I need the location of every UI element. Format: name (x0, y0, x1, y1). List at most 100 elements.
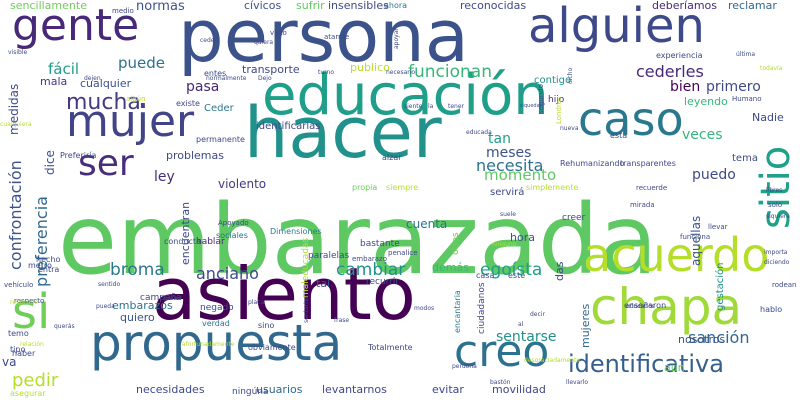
word-cloud-word: funciona (680, 233, 711, 241)
word-cloud-word: necesario (386, 69, 416, 76)
word-cloud-word: obviamente (248, 343, 296, 352)
word-cloud-word: egoísta (480, 260, 543, 280)
word-cloud-word: identificarlas (256, 121, 321, 132)
word-cloud-word: segundo (537, 84, 545, 114)
word-cloud-word: pueda (96, 303, 115, 310)
word-cloud-word: tal (316, 277, 331, 290)
word-cloud-word: usuarios (256, 383, 303, 396)
word-cloud-word: campaña (140, 293, 182, 303)
word-cloud-word: confrontación (6, 160, 25, 270)
word-cloud-word: pasa (186, 79, 220, 95)
word-cloud-word: paralelas (308, 251, 350, 261)
word-cloud-word: rodean (772, 281, 797, 289)
word-cloud-word: siquedan (520, 103, 543, 109)
word-cloud-word: anciano (196, 264, 259, 283)
word-cloud-word: cambiar (336, 260, 406, 280)
word-cloud-word: levantarnos (322, 383, 387, 396)
word-cloud-word: mujeres (579, 303, 592, 348)
word-cloud-word: la (428, 103, 434, 110)
word-cloud-word: otros (451, 232, 461, 255)
word-cloud-word: entes (204, 69, 227, 78)
word-cloud-word: hablo (760, 305, 783, 314)
word-cloud-word: bastón (490, 379, 511, 386)
word-cloud-word: temo (8, 329, 29, 338)
word-cloud-word: vehículo (4, 281, 34, 289)
word-cloud-word: Humano (732, 95, 762, 103)
word-cloud-word: sociales (216, 231, 248, 240)
word-cloud-word: solo (768, 201, 783, 209)
word-cloud-word: quiera (254, 39, 274, 46)
word-cloud-word: querás (54, 323, 75, 330)
word-cloud-word: frase (334, 317, 350, 324)
word-cloud-word: bastante (360, 239, 400, 249)
word-cloud-word: recuerde (636, 184, 668, 192)
word-cloud-word: embarazo (352, 255, 387, 263)
word-cloud-word: puede (118, 54, 166, 72)
word-cloud-word: cede (200, 37, 215, 44)
word-cloud-word: poner (164, 295, 182, 302)
word-cloud-word: embarazos (112, 299, 173, 312)
word-cloud-word: cualquier (80, 77, 132, 90)
word-cloud-word: sino (258, 321, 275, 330)
word-cloud-word: suele (500, 211, 516, 218)
word-cloud-word: propuesta (90, 314, 343, 372)
word-cloud-word: insensibles (328, 0, 389, 12)
word-cloud-word: siquiera (766, 213, 790, 220)
word-cloud-word: pedir (12, 370, 59, 391)
word-cloud-word: esta (610, 131, 628, 140)
word-cloud-word: decir (530, 311, 545, 318)
word-cloud-word: funcionan (408, 62, 492, 82)
word-cloud-word: visto (270, 29, 287, 37)
word-cloud-word: cuenta (406, 217, 448, 231)
word-cloud-word: ser (78, 143, 134, 184)
word-cloud-word: caso (578, 92, 684, 146)
word-cloud-word: chapa (590, 278, 743, 336)
word-cloud-word: hablar (196, 237, 225, 247)
word-cloud-word: recurrir (366, 277, 400, 287)
word-cloud-word: metro (28, 261, 52, 270)
word-cloud-word: acuerdo (583, 228, 770, 282)
word-cloud-word: publico (350, 61, 390, 74)
word-cloud-word: Dejo (258, 75, 272, 82)
word-cloud-word: broma (110, 260, 165, 280)
word-cloud-word: experiencia (656, 51, 703, 60)
word-cloud-word: ciudadanos (477, 282, 487, 334)
word-cloud-word: dejen (84, 75, 101, 82)
word-cloud-word: Preferiría (60, 151, 97, 160)
word-cloud-word: tener (448, 103, 465, 110)
word-cloud-word: asiento (152, 252, 416, 336)
word-cloud-word: problemas (166, 149, 224, 162)
word-cloud-word: Nadie (752, 111, 784, 124)
word-cloud-word: hijo (548, 95, 565, 105)
word-cloud-word: tan (488, 131, 511, 147)
word-cloud-word: visible (8, 49, 28, 56)
word-cloud-word: dicho (567, 67, 574, 84)
word-cloud-word: Ceder (204, 103, 234, 114)
word-cloud-word: leyendo (684, 95, 728, 108)
word-cloud-word: gente (12, 0, 140, 51)
word-cloud-word: violento (218, 177, 267, 191)
word-cloud-word: persona (178, 0, 469, 78)
word-cloud-word: modos (414, 305, 435, 312)
word-cloud-word: siempre (386, 183, 419, 192)
word-cloud-word: entra (38, 265, 60, 274)
word-cloud-word: veces (682, 127, 723, 143)
word-cloud-word: respecto (14, 297, 45, 305)
word-cloud-word: transparentes (620, 159, 676, 168)
word-cloud-word: necesidades (136, 383, 205, 396)
word-cloud-word: tema (732, 153, 758, 164)
word-cloud-word: puedo (692, 167, 736, 183)
word-cloud-word: identificativa (568, 350, 724, 378)
word-cloud-word: placa (248, 299, 265, 306)
word-cloud-word: existe (176, 99, 200, 108)
word-cloud-word: sentido (98, 281, 121, 288)
word-cloud-word: momento (484, 166, 557, 184)
word-cloud-word: asegurar (10, 389, 46, 398)
word-cloud-word: va (2, 355, 17, 369)
word-cloud-word: desgraciadamente (524, 357, 581, 364)
word-cloud-word: servirá (490, 187, 525, 198)
word-cloud-word: Totalmente (368, 343, 413, 352)
word-cloud-word: normas (136, 0, 185, 14)
word-cloud-word: Dimensiones (270, 227, 322, 236)
